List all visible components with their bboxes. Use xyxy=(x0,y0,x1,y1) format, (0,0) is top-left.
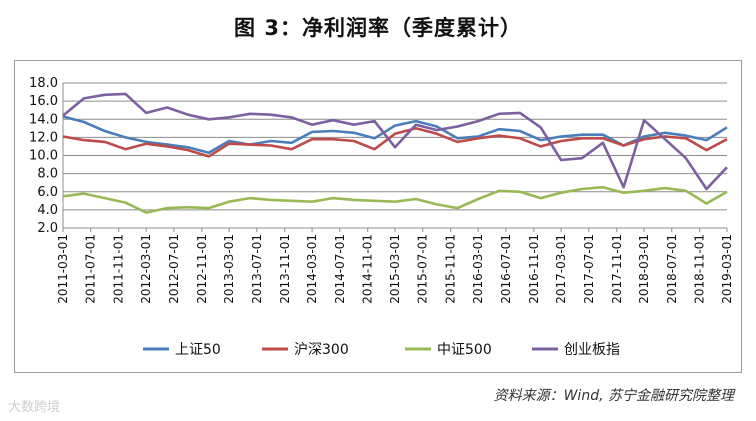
series-line-2 xyxy=(62,127,728,158)
x-tick-label: 2019-03-01 xyxy=(720,234,734,304)
watermark-text: 大数跨境 xyxy=(8,400,61,415)
chart-frame: 2.0 4.0 6.0 8.0 10.0 12.0 14.0 16.0 18.0 2011-03-… xyxy=(14,60,742,373)
x-tick-label: 2013-07-01 xyxy=(250,234,264,304)
x-tick-label: 2011-11-01 xyxy=(112,234,126,304)
y-tick-label: 18.0 xyxy=(29,76,58,91)
x-tick-label: 2012-03-01 xyxy=(139,234,153,304)
source-note: 资料来源：Wind, 苏宁金融研究院整理 xyxy=(493,388,734,404)
x-tick-label: 2016-07-01 xyxy=(499,234,513,304)
series-line-3 xyxy=(62,185,728,214)
x-tick-label: 2016-11-01 xyxy=(527,234,541,304)
x-tick-label: 2011-03-01 xyxy=(56,234,70,304)
y-tick-label: 2.0 xyxy=(37,221,58,236)
x-tick-label: 2011-07-01 xyxy=(84,234,98,304)
x-tick-label: 2015-07-01 xyxy=(416,234,430,304)
x-tick-label: 2014-03-01 xyxy=(305,234,319,304)
legend-label: 上证50 xyxy=(175,342,221,358)
x-tick-label: 2018-03-01 xyxy=(637,234,651,304)
y-tick-label: 14.0 xyxy=(29,112,58,127)
x-tick-label: 2016-03-01 xyxy=(471,234,485,304)
x-tick-label: 2013-11-01 xyxy=(278,234,292,304)
legend-label: 沪深300 xyxy=(294,342,349,358)
x-tick-label: 2015-11-01 xyxy=(444,234,458,304)
line-chart: 2.0 4.0 6.0 8.0 10.0 12.0 14.0 16.0 18.0 2011-03-… xyxy=(29,76,734,358)
x-tick-label: 2017-03-01 xyxy=(554,234,568,304)
legend-label: 创业板指 xyxy=(564,342,620,358)
chart-title: 图 3：净利润率（季度累计） xyxy=(234,16,522,40)
x-tick-label: 2012-07-01 xyxy=(167,234,181,304)
y-tick-label: 8.0 xyxy=(37,167,58,182)
x-tick-label: 2014-07-01 xyxy=(333,234,347,304)
x-tick-label: 2014-11-01 xyxy=(361,234,375,304)
x-tick-label: 2018-07-01 xyxy=(665,234,679,304)
x-tick-label: 2012-11-01 xyxy=(195,234,209,304)
legend-label: 中证500 xyxy=(437,342,492,358)
y-tick-label: 12.0 xyxy=(29,130,58,145)
x-tick-label: 2017-07-01 xyxy=(582,234,596,304)
series-line-4 xyxy=(62,92,728,191)
y-tick-label: 6.0 xyxy=(37,185,58,200)
x-tick-label: 2015-03-01 xyxy=(388,234,402,304)
x-tick-label: 2018-11-01 xyxy=(693,234,707,304)
x-tick-label: 2017-11-01 xyxy=(610,234,624,304)
y-tick-label: 10.0 xyxy=(29,149,58,164)
x-tick-label: 2013-03-01 xyxy=(222,234,236,304)
y-tick-label: 4.0 xyxy=(37,203,58,218)
y-tick-label: 16.0 xyxy=(29,94,58,109)
